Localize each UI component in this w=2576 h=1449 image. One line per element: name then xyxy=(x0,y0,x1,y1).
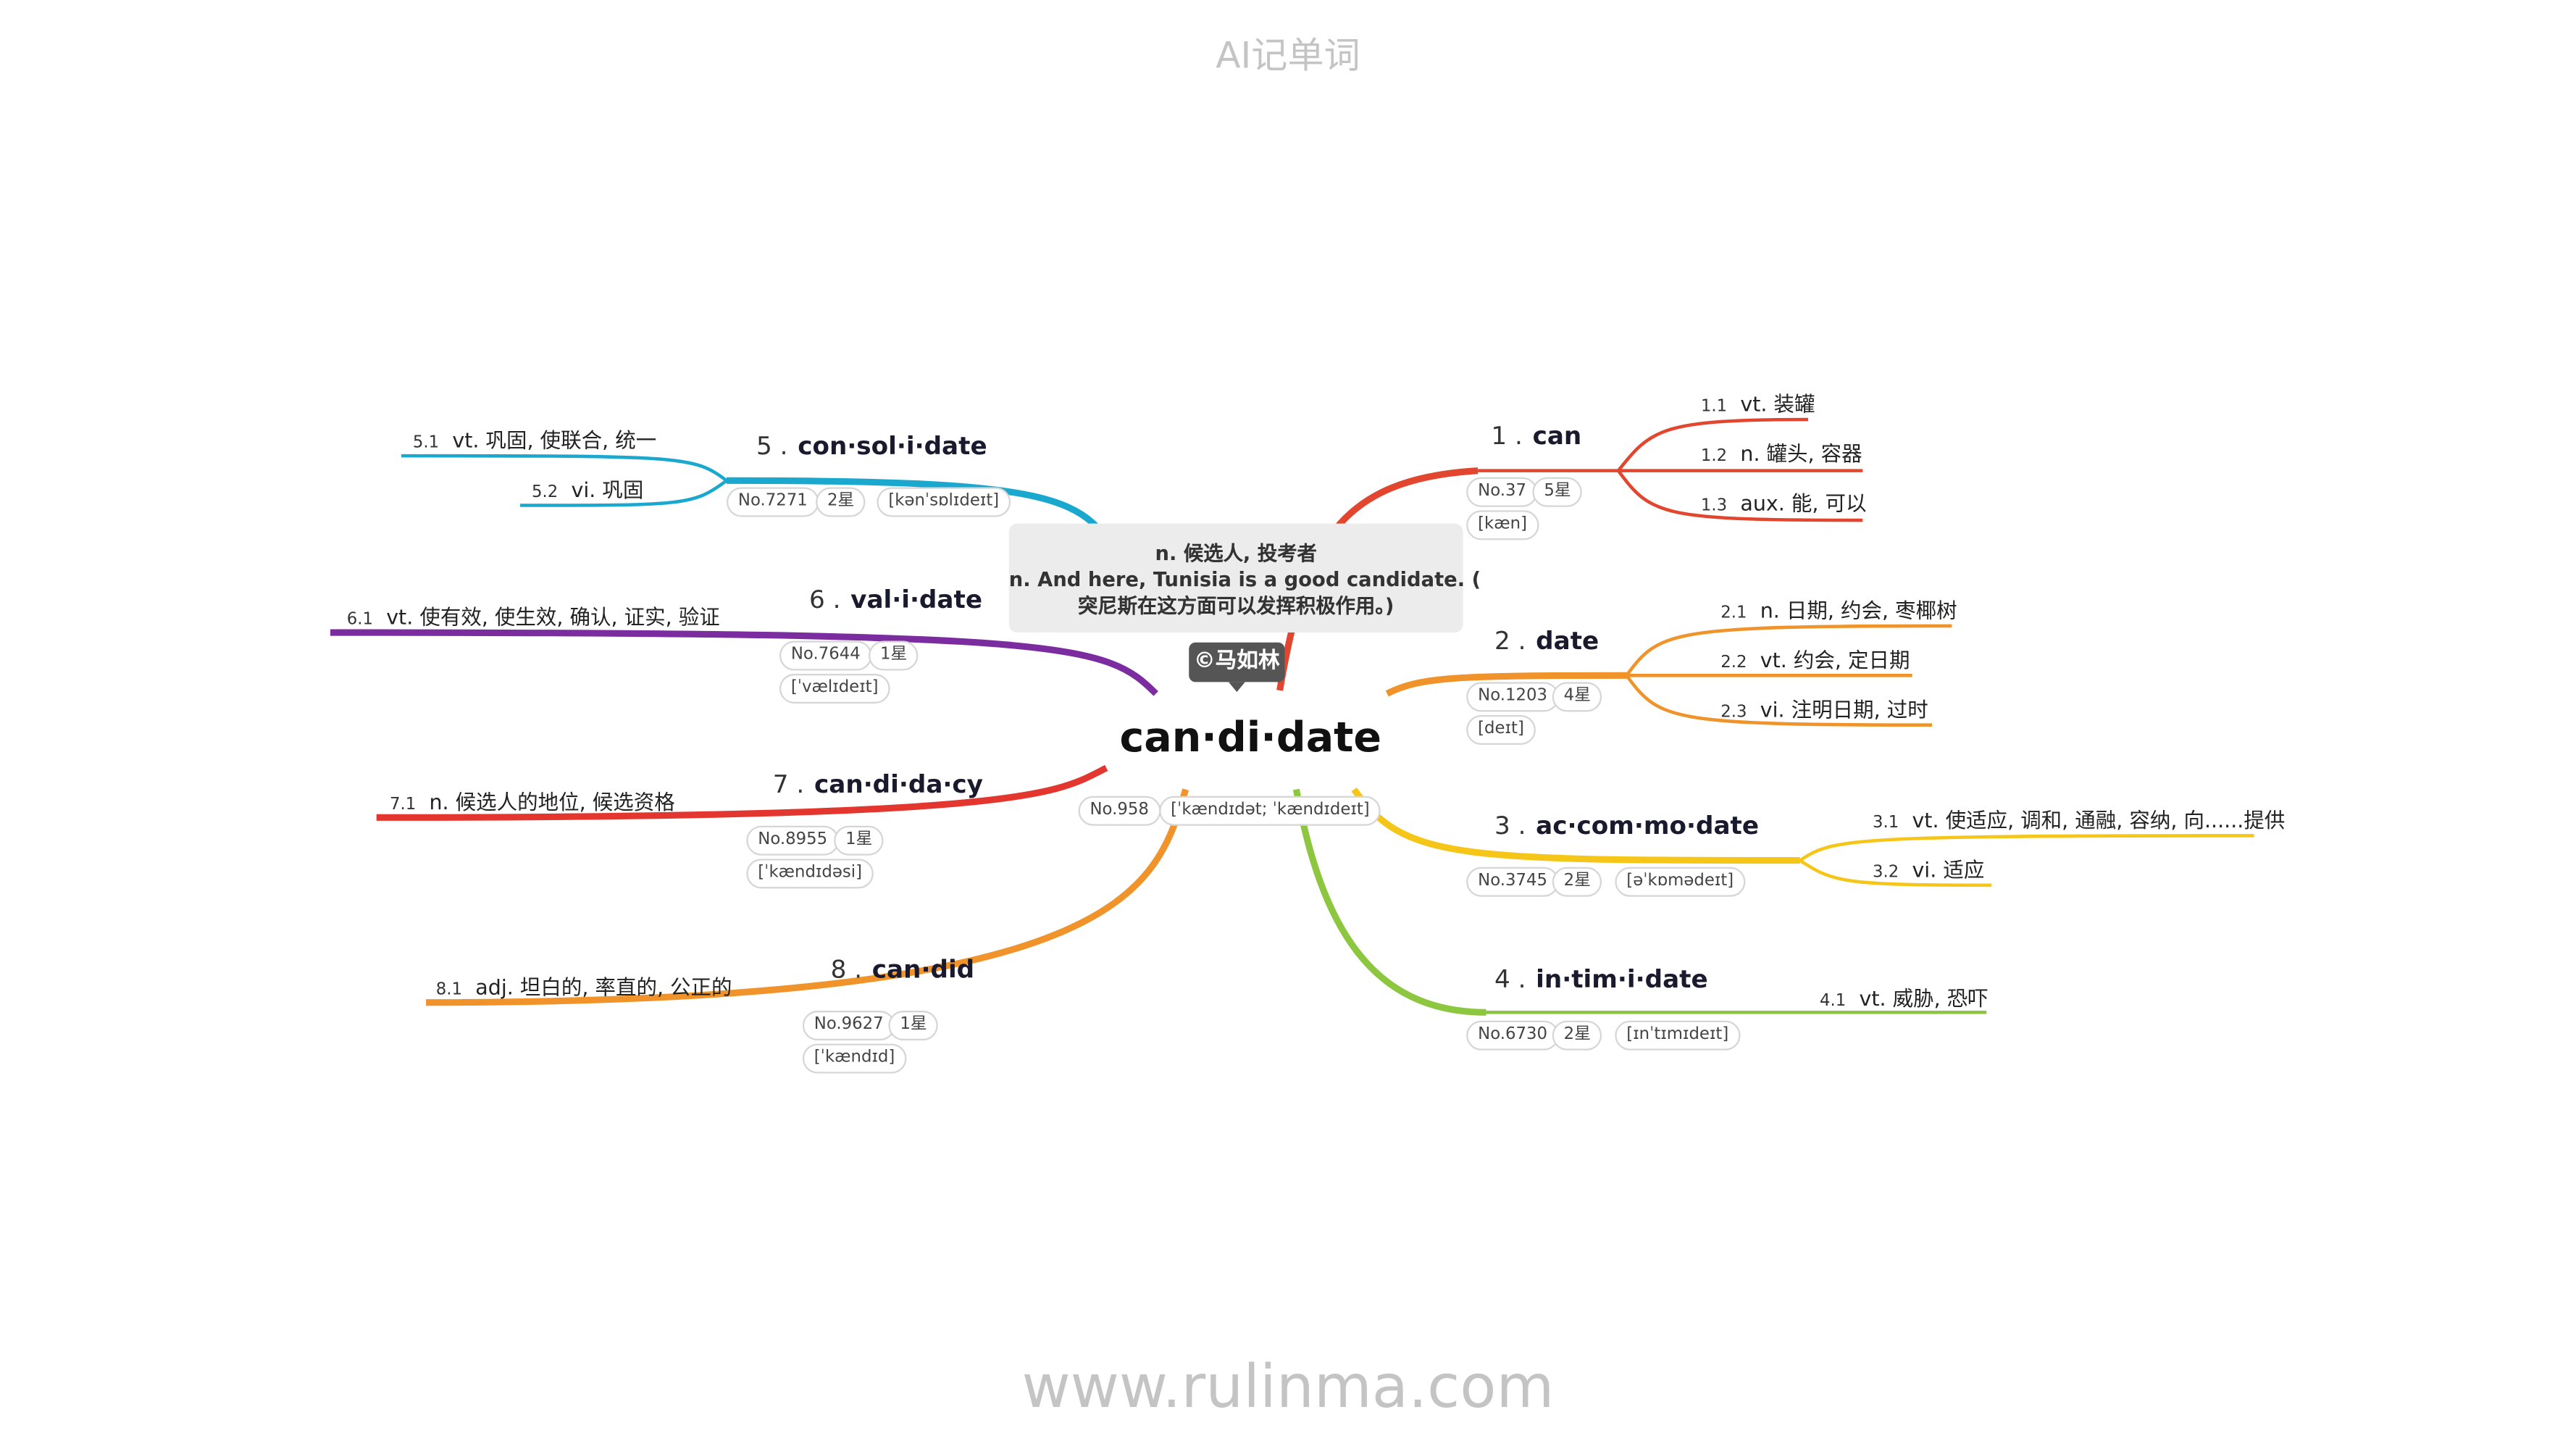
branch-date[interactable]: 2 . date xyxy=(1494,625,1599,656)
sense-2-1[interactable]: 2.1 n. 日期, 约会, 枣椰树 xyxy=(1720,598,1957,623)
phonetic-tag: [ɪnˈtɪmɪdeɪt] xyxy=(1615,1020,1741,1051)
sense-6-1[interactable]: 6.1 vt. 使有效, 使生效, 确认, 证实, 验证 xyxy=(346,604,720,630)
branch-number: 1 . xyxy=(1491,421,1523,451)
branch-candid[interactable]: 8 . can·did xyxy=(830,954,975,985)
stars-tag: 1星 xyxy=(888,1011,939,1041)
sense-1-1[interactable]: 1.1 vt. 装罐 xyxy=(1700,391,1815,417)
sense-7-1[interactable]: 7.1 n. 候选人的地位, 候选资格 xyxy=(389,789,675,814)
no-tag: No.3745 xyxy=(1466,867,1559,897)
connector-validate xyxy=(330,629,1158,696)
no-tag: No.6730 xyxy=(1466,1020,1559,1051)
connector-intimidate xyxy=(1292,788,1486,1016)
center-word[interactable]: can·di·date xyxy=(1119,713,1382,761)
phonetic-tag: [deɪt] xyxy=(1466,715,1536,746)
branch-consolidate[interactable]: 5 . con·sol·i·date xyxy=(756,430,987,461)
phonetic-tag: [ˈvælɪdeɪt] xyxy=(779,674,890,704)
sense-1-3[interactable]: 1.3 aux. 能, 可以 xyxy=(1700,490,1867,516)
sense-5-1[interactable]: 5.1 vt. 巩固, 使联合, 统一 xyxy=(412,427,657,453)
sense-4-1[interactable]: 4.1 vt. 威胁, 恐吓 xyxy=(1820,985,1989,1011)
stars-tag: 2星 xyxy=(1552,867,1602,897)
sense-8-1[interactable]: 8.1 adj. 坦白的, 率直的, 公正的 xyxy=(435,974,732,1000)
no-tag: No.1203 xyxy=(1466,682,1559,712)
stars-tag: 4星 xyxy=(1552,682,1602,712)
stars-tag: 1星 xyxy=(834,825,885,856)
copyright-badge: ©马如林 xyxy=(1189,642,1285,693)
branch-validate[interactable]: 6 . val·i·date xyxy=(808,584,983,614)
tooltip-line: n. 候选人, 投考者 xyxy=(1155,541,1317,565)
website-watermark: www.rulinma.com xyxy=(1021,1354,1555,1422)
definition-tooltip: n. 候选人, 投考者 n. And here, Tunisia is a go… xyxy=(1008,523,1481,633)
connector-candidacy xyxy=(376,764,1108,821)
no-tag: No.9627 xyxy=(802,1011,895,1041)
no-tag: No.37 xyxy=(1466,477,1538,507)
phonetic-tag: [kæn] xyxy=(1466,510,1539,540)
branch-candidacy[interactable]: 7 . can·di·da·cy xyxy=(772,769,983,800)
sense-3-1[interactable]: 3.1 vt. 使适应, 调和, 通融, 容纳, 向......提供 xyxy=(1872,807,2286,832)
phonetic-tag: [ˈkændɪdəsi] xyxy=(746,859,874,889)
stars-tag: 2星 xyxy=(1552,1020,1602,1051)
sense-2-2[interactable]: 2.2 vt. 约会, 定日期 xyxy=(1720,647,1910,672)
center-phonetic-tag: [ˈkændɪdət; ˈkændɪdeɪt] xyxy=(1159,796,1381,826)
branch-accommodate[interactable]: 3 . ac·com·mo·date xyxy=(1494,811,1760,841)
phonetic-tag: [əˈkɒmədeɪt] xyxy=(1615,867,1746,897)
sense-2-3[interactable]: 2.3 vi. 注明日期, 过时 xyxy=(1720,696,1928,722)
tooltip-line: 突尼斯在这方面可以发挥积极作用。) xyxy=(1077,594,1394,618)
center-no-tag: No.958 xyxy=(1078,796,1161,826)
stars-tag: 2星 xyxy=(816,487,866,517)
sense-5-2[interactable]: 5.2 vi. 巩固 xyxy=(531,477,644,502)
tooltip-line: n. And here, Tunisia is a good candidate… xyxy=(1008,568,1481,592)
branch-can[interactable]: 1 . can xyxy=(1491,421,1581,451)
sense-3-2[interactable]: 3.2 vi. 适应 xyxy=(1872,857,1985,882)
branch-intimidate[interactable]: 4 . in·tim·i·date xyxy=(1494,964,1708,995)
stars-tag: 5星 xyxy=(1532,477,1583,507)
phonetic-tag: [kənˈsɒlɪdeɪt] xyxy=(877,487,1011,517)
no-tag: No.7271 xyxy=(726,487,819,517)
stars-tag: 1星 xyxy=(869,640,919,671)
connector-candid xyxy=(426,788,1189,1006)
sense-1-2[interactable]: 1.2 n. 罐头, 容器 xyxy=(1700,440,1862,466)
branch-word: can xyxy=(1532,421,1582,451)
no-tag: No.8955 xyxy=(746,825,840,856)
app-title: AI记单词 xyxy=(1216,36,1360,78)
no-tag: No.7644 xyxy=(779,640,872,671)
connector-date xyxy=(1385,672,1627,697)
phonetic-tag: [ˈkændɪd] xyxy=(802,1043,907,1074)
